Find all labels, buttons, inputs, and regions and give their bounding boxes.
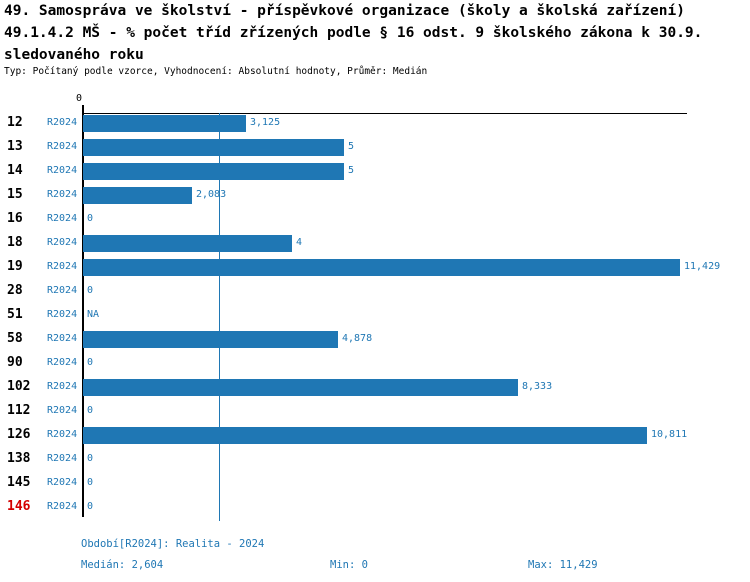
value-label: 0 <box>87 357 94 368</box>
row-number-label: 12 <box>7 115 23 130</box>
value-bar <box>83 331 338 348</box>
row-number-label: 145 <box>7 475 31 490</box>
row-number-label: 18 <box>7 235 23 250</box>
value-label: 8,333 <box>522 381 553 392</box>
row-period-label: R2024 <box>47 333 78 344</box>
row-period-label: R2024 <box>47 117 78 128</box>
row-number-label: 146 <box>7 499 31 514</box>
value-label: 3,125 <box>250 117 281 128</box>
row-period-label: R2024 <box>47 237 78 248</box>
row-number-label: 28 <box>7 283 23 298</box>
value-bar <box>83 139 344 156</box>
value-label: 2,083 <box>196 189 227 200</box>
row-period-label: R2024 <box>47 261 78 272</box>
value-bar <box>83 259 680 276</box>
chart-subtitle-meta: Typ: Počítaný podle vzorce, Vyhodnocení:… <box>4 66 428 77</box>
x-axis-line <box>83 113 687 114</box>
row-period-label: R2024 <box>47 405 78 416</box>
chart-title-line1: 49. Samospráva ve školství - příspěvkové… <box>4 3 685 19</box>
row-number-label: 112 <box>7 403 31 418</box>
row-period-label: R2024 <box>47 309 78 320</box>
value-label: 11,429 <box>684 261 721 272</box>
row-number-label: 51 <box>7 307 23 322</box>
value-bar <box>83 427 647 444</box>
value-label: 0 <box>87 405 94 416</box>
value-bar <box>83 235 292 252</box>
footer-period-label: Období[R2024]: Realita - 2024 <box>81 538 265 550</box>
value-bar <box>83 115 246 132</box>
y-axis-line <box>82 105 84 517</box>
value-label: 0 <box>87 213 94 224</box>
footer-min-label: Min: 0 <box>330 559 368 571</box>
value-label: 0 <box>87 285 94 296</box>
value-label: NA <box>87 309 100 320</box>
row-period-label: R2024 <box>47 453 78 464</box>
value-label: 5 <box>348 165 355 176</box>
row-number-label: 126 <box>7 427 31 442</box>
row-number-label: 13 <box>7 139 23 154</box>
median-line <box>219 113 220 521</box>
footer-max-label: Max: 11,429 <box>528 559 598 571</box>
row-number-label: 15 <box>7 187 23 202</box>
chart-title-line2: 49.1.4.2 MŠ - % počet tříd zřízených pod… <box>4 25 703 41</box>
value-label: 5 <box>348 141 355 152</box>
value-label: 0 <box>87 501 94 512</box>
x-axis-zero-tick-label: 0 <box>76 93 83 104</box>
row-period-label: R2024 <box>47 477 78 488</box>
row-period-label: R2024 <box>47 141 78 152</box>
row-number-label: 102 <box>7 379 31 394</box>
value-bar <box>83 187 192 204</box>
chart-title-line3: sledovaného roku <box>4 47 144 63</box>
row-number-label: 16 <box>7 211 23 226</box>
row-period-label: R2024 <box>47 165 78 176</box>
row-period-label: R2024 <box>47 213 78 224</box>
value-label: 0 <box>87 453 94 464</box>
row-period-label: R2024 <box>47 381 78 392</box>
row-period-label: R2024 <box>47 429 78 440</box>
row-number-label: 90 <box>7 355 23 370</box>
row-period-label: R2024 <box>47 357 78 368</box>
row-number-label: 138 <box>7 451 31 466</box>
row-number-label: 14 <box>7 163 23 178</box>
row-number-label: 19 <box>7 259 23 274</box>
row-period-label: R2024 <box>47 189 78 200</box>
value-label: 10,811 <box>651 429 688 440</box>
row-period-label: R2024 <box>47 285 78 296</box>
value-label: 0 <box>87 477 94 488</box>
row-number-label: 58 <box>7 331 23 346</box>
value-label: 4 <box>296 237 303 248</box>
row-period-label: R2024 <box>47 501 78 512</box>
footer-median-label: Medián: 2,604 <box>81 559 164 571</box>
value-bar <box>83 379 518 396</box>
value-label: 4,878 <box>342 333 373 344</box>
value-bar <box>83 163 344 180</box>
